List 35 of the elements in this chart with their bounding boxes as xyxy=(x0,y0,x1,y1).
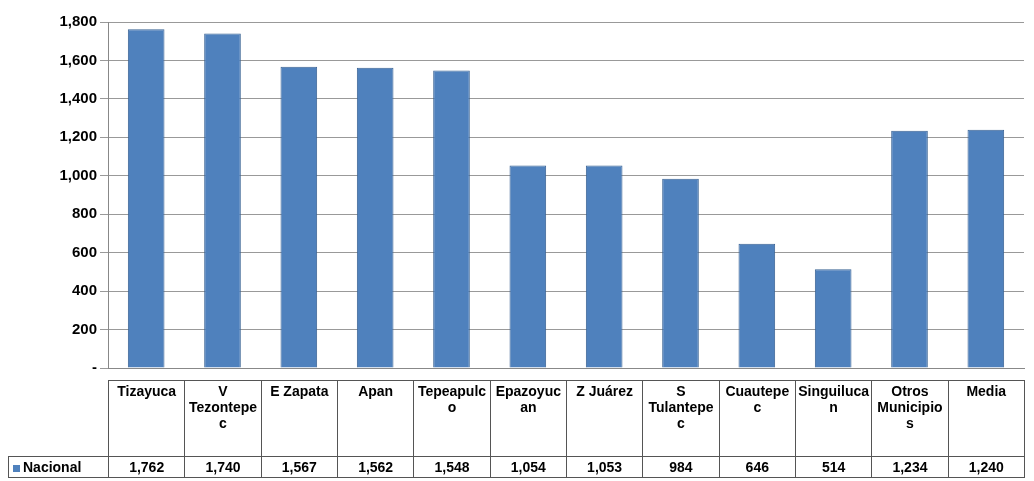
data-label: 1,762 xyxy=(108,456,185,478)
y-tick-label: 600 xyxy=(71,242,97,260)
y-tick-label: - xyxy=(92,358,97,376)
data-label: 984 xyxy=(642,456,720,478)
y-tick-label: 1,000 xyxy=(59,165,97,183)
x-tick-label: Media xyxy=(948,380,1025,457)
x-tick-label: Otros Municipios xyxy=(871,380,949,457)
y-tick-label: 200 xyxy=(71,319,97,337)
y-tick-label: 1,600 xyxy=(59,50,97,68)
y-tick-label: 1,200 xyxy=(59,127,97,145)
data-label: 1,567 xyxy=(261,456,338,478)
x-tick-label: Apan xyxy=(337,380,414,457)
data-label: 1,240 xyxy=(948,456,1025,478)
data-label: 1,054 xyxy=(490,456,567,478)
x-tick-label: Tizayuca xyxy=(108,380,185,457)
y-tick-label: 1,800 xyxy=(59,12,97,30)
x-tick-label: Cuautepec xyxy=(719,380,796,457)
data-label: 646 xyxy=(719,456,796,478)
data-label: 1,234 xyxy=(871,456,949,478)
x-tick-label: Epazoyucan xyxy=(490,380,567,457)
legend-label: Nacional xyxy=(8,456,109,478)
y-tick-label: 800 xyxy=(71,204,97,222)
data-label: 1,053 xyxy=(566,456,643,478)
y-tick-label: 400 xyxy=(71,281,97,299)
x-tick-label: V Tezontepec xyxy=(184,380,262,457)
data-label: 1,562 xyxy=(337,456,414,478)
data-label: 1,740 xyxy=(184,456,262,478)
x-tick-label: S Tulantepec xyxy=(642,380,720,457)
x-tick-label: Z Juárez xyxy=(566,380,643,457)
data-label: 514 xyxy=(795,456,872,478)
x-tick-label: Tepeapulco xyxy=(413,380,491,457)
x-tick-label: Singuilucan xyxy=(795,380,872,457)
x-tick-label: E Zapata xyxy=(261,380,338,457)
data-label: 1,548 xyxy=(413,456,491,478)
y-tick-label: 1,400 xyxy=(59,89,97,107)
